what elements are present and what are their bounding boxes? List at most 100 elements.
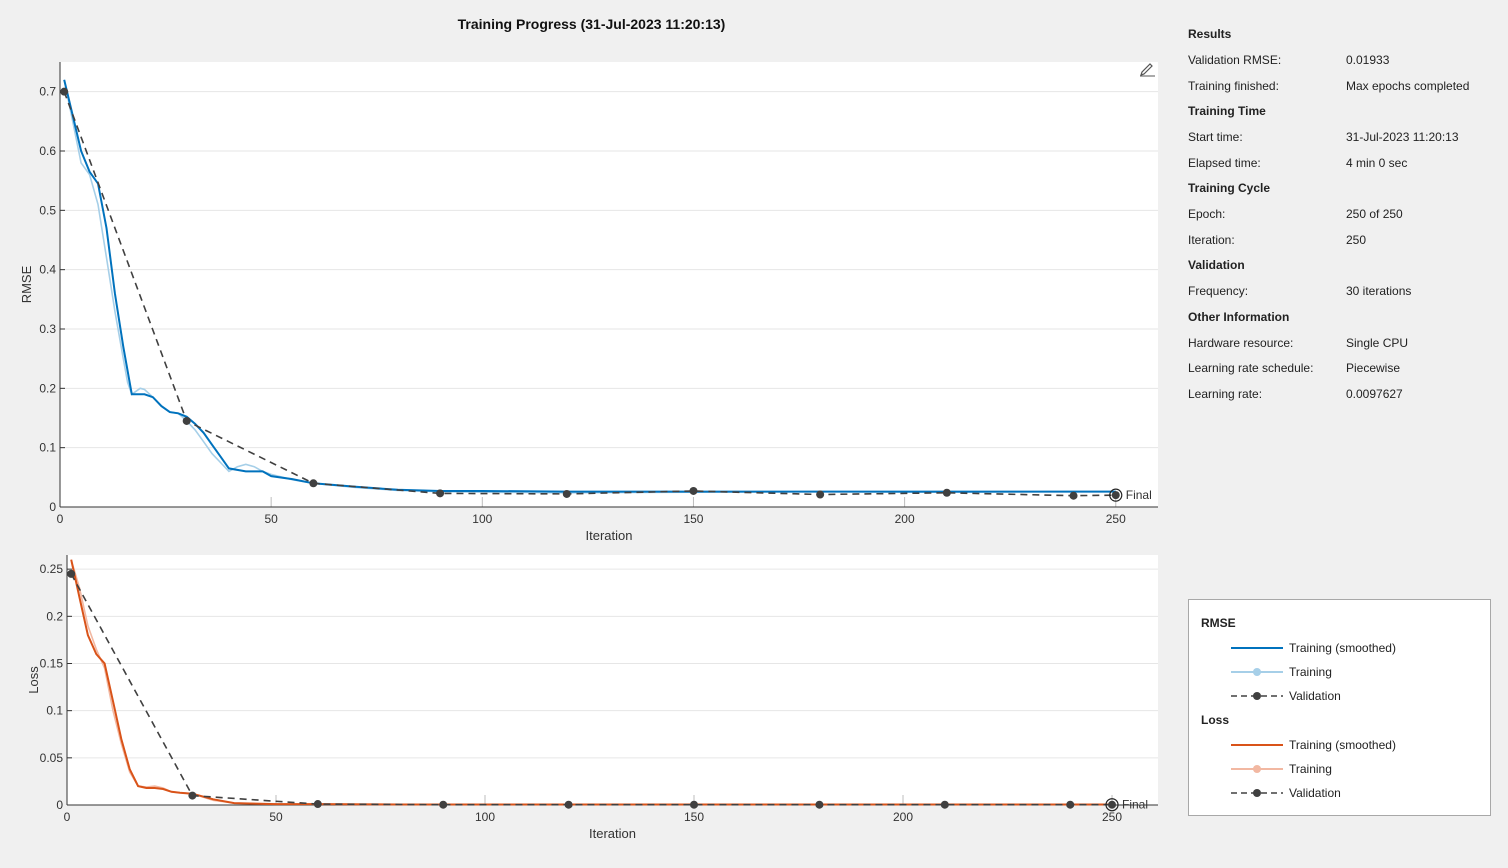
info-value: Single CPU xyxy=(1346,335,1409,350)
pencil-icon[interactable] xyxy=(1140,63,1155,77)
info-label: Frequency: xyxy=(1188,284,1249,298)
rmse-ytick-label: 0.6 xyxy=(39,144,56,158)
rmse-validation-point xyxy=(436,489,445,498)
rmse-plot-area xyxy=(60,62,1158,507)
info-label: Learning rate: xyxy=(1188,386,1263,401)
loss-validation-point xyxy=(690,800,699,809)
info-row: Iteration: 250 xyxy=(1188,228,1498,254)
loss-final-label: Final xyxy=(1122,798,1148,812)
rmse-validation-point xyxy=(1069,491,1078,500)
section-title: Training Time xyxy=(1188,104,1266,118)
legend-loss-validation: Validation xyxy=(1229,785,1341,801)
loss-xtick-label: 100 xyxy=(475,810,495,824)
legend: RMSE Training (smoothed) Training Valida… xyxy=(1188,599,1491,816)
legend-line-swatch xyxy=(1231,692,1283,700)
legend-loss-training-smoothed: Training (smoothed) xyxy=(1229,737,1396,753)
info-value: 4 min 0 sec xyxy=(1346,155,1408,170)
rmse-xtick-label: 250 xyxy=(1106,512,1126,526)
info-row: Epoch: 250 of 250 xyxy=(1188,202,1498,228)
rmse-ytick-label: 0.7 xyxy=(39,85,56,99)
loss-xtick-label: 150 xyxy=(684,810,704,824)
rmse-final-label: Final xyxy=(1126,488,1152,502)
loss-ytick-label: 0.15 xyxy=(40,656,64,670)
rmse-ytick-label: 0.3 xyxy=(39,322,56,336)
info-label: Iteration: xyxy=(1188,232,1235,247)
loss-ytick-label: 0.25 xyxy=(40,562,64,576)
rmse-ytick-label: 0.2 xyxy=(39,381,56,395)
info-row: Learning rate: 0.0097627 xyxy=(1188,382,1498,408)
info-value: 31-Jul-2023 11:20:13 xyxy=(1346,130,1459,144)
rmse-xtick-label: 50 xyxy=(264,512,278,526)
info-label: Hardware resource: xyxy=(1188,335,1294,350)
legend-line-swatch xyxy=(1231,744,1283,746)
legend-loss-training: Training xyxy=(1229,761,1332,777)
loss-validation-point xyxy=(564,800,573,809)
legend-loss-title: Loss xyxy=(1201,713,1230,727)
info-label: Learning rate schedule: xyxy=(1188,361,1314,375)
loss-validation-point xyxy=(940,800,949,809)
rmse-axes: 0 0.1 0.2 0.3 0.4 0.5 0.6 0.7 0 50 100 150 200 250 Ite… xyxy=(19,62,1158,543)
legend-line-swatch xyxy=(1231,789,1283,797)
info-value: 0.01933 xyxy=(1346,53,1390,67)
info-row: Frequency: 30 iterations xyxy=(1188,279,1498,305)
info-row: Start time: 31-Jul-2023 11:20:13 xyxy=(1188,125,1498,151)
legend-line-swatch xyxy=(1231,765,1283,773)
loss-validation-point xyxy=(188,791,197,800)
rmse-validation-point xyxy=(942,488,951,497)
legend-line-swatch xyxy=(1231,647,1283,649)
info-label: Training finished: xyxy=(1188,78,1279,93)
info-label: Validation RMSE: xyxy=(1188,53,1282,67)
info-value: Max epochs completed xyxy=(1346,78,1470,93)
loss-xtick-label: 50 xyxy=(269,810,283,824)
legend-label: Training (smoothed) xyxy=(1289,641,1396,655)
info-label: Start time: xyxy=(1188,130,1243,144)
info-label: Elapsed time: xyxy=(1188,155,1261,170)
rmse-validation-point xyxy=(689,486,698,495)
loss-axes: 0 0.05 0.1 0.15 0.2 0.25 0 50 100 150 200 250 Iterat… xyxy=(26,555,1158,841)
rmse-ytick-label: 0 xyxy=(49,500,56,514)
rmse-validation-point xyxy=(182,416,191,425)
loss-validation-line xyxy=(70,573,1112,806)
loss-xlabel: Iteration xyxy=(589,826,636,841)
info-value: 250 of 250 xyxy=(1346,207,1403,221)
info-row: Elapsed time: 4 min 0 sec xyxy=(1188,151,1498,177)
loss-xtick-label: 250 xyxy=(1102,810,1122,824)
rmse-validation-point xyxy=(309,479,318,488)
info-row: Validation RMSE: 0.01933 xyxy=(1188,48,1498,74)
loss-xtick-label: 200 xyxy=(893,810,913,824)
chart-title: Training Progress (31-Jul-2023 11:20:13) xyxy=(457,16,726,32)
legend-rmse-title: RMSE xyxy=(1201,616,1236,630)
rmse-validation-point xyxy=(1111,491,1120,500)
legend-label: Training xyxy=(1289,665,1332,679)
rmse-xtick-label: 200 xyxy=(895,512,915,526)
section-title: Results xyxy=(1188,27,1232,41)
loss-training-smoothed-line xyxy=(70,559,1112,806)
loss-validation-point xyxy=(313,800,322,809)
rmse-validation-line xyxy=(63,91,1116,497)
info-value: Piecewise xyxy=(1346,361,1401,375)
loss-xtick-label: 0 xyxy=(64,810,71,824)
results-section: Results Validation RMSE: 0.01933 Training… xyxy=(1188,22,1498,99)
rmse-ylabel: RMSE xyxy=(19,265,34,303)
rmse-xtick-label: 150 xyxy=(683,512,703,526)
section-title: Other Information xyxy=(1188,309,1290,324)
loss-ytick-label: 0.05 xyxy=(40,751,64,765)
section-title: Training Cycle xyxy=(1188,181,1271,195)
loss-final-marker xyxy=(1105,798,1119,812)
rmse-ytick-label: 0.4 xyxy=(39,263,56,277)
loss-validation-point xyxy=(67,569,76,578)
legend-rmse-training: Training xyxy=(1229,664,1332,680)
rmse-xtick-label: 100 xyxy=(472,512,492,526)
loss-validation-point xyxy=(439,800,448,809)
plots-canvas: 0 0.1 0.2 0.3 0.4 0.5 0.6 0.7 0 50 100 150 200 250 Ite… xyxy=(19,62,1158,841)
rmse-xtick-label: 0 xyxy=(57,512,64,526)
validation-section: Validation Frequency: 30 iterations xyxy=(1188,253,1498,305)
legend-rmse-validation: Validation xyxy=(1229,688,1341,704)
rmse-ytick-label: 0.5 xyxy=(39,203,56,217)
loss-validation-point xyxy=(1066,800,1075,809)
loss-ytick-label: 0.1 xyxy=(46,704,63,718)
rmse-validation-point xyxy=(562,489,571,498)
info-row: Hardware resource: Single CPU xyxy=(1188,331,1498,357)
info-row: Learning rate schedule: Piecewise xyxy=(1188,356,1498,382)
legend-line-swatch xyxy=(1231,668,1283,676)
